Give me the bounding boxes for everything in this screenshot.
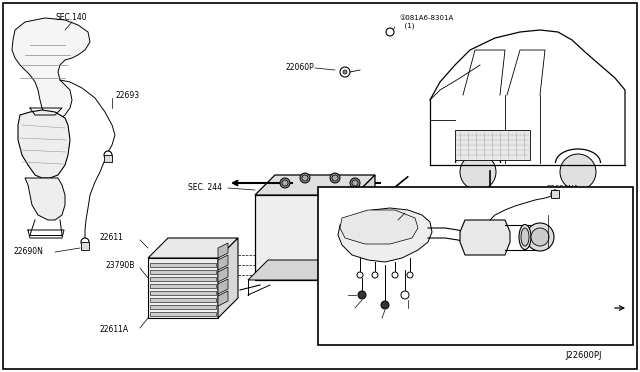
Ellipse shape <box>519 224 531 250</box>
Polygon shape <box>150 284 216 288</box>
Text: 22693: 22693 <box>115 90 139 99</box>
Polygon shape <box>455 130 530 160</box>
Circle shape <box>526 223 554 251</box>
Circle shape <box>407 272 413 278</box>
Text: SEC.140: SEC.140 <box>55 13 86 22</box>
Circle shape <box>104 151 112 159</box>
Circle shape <box>280 178 290 188</box>
Polygon shape <box>255 175 375 195</box>
Circle shape <box>282 180 288 186</box>
Circle shape <box>531 228 549 246</box>
Circle shape <box>460 154 496 190</box>
Text: SEC. 240
(24078): SEC. 240 (24078) <box>322 285 352 299</box>
Polygon shape <box>255 195 355 280</box>
Polygon shape <box>218 255 228 270</box>
Text: J22600PJ: J22600PJ <box>565 350 602 359</box>
Polygon shape <box>12 18 90 120</box>
Circle shape <box>551 190 559 198</box>
Polygon shape <box>150 277 216 281</box>
Circle shape <box>358 291 366 299</box>
Polygon shape <box>81 242 89 250</box>
Circle shape <box>357 272 363 278</box>
Text: 22650B: 22650B <box>370 315 397 321</box>
Polygon shape <box>218 243 228 258</box>
Polygon shape <box>150 305 216 309</box>
Circle shape <box>350 178 360 188</box>
Polygon shape <box>104 155 112 162</box>
Circle shape <box>302 175 308 181</box>
Polygon shape <box>460 220 510 255</box>
Polygon shape <box>150 298 216 302</box>
Circle shape <box>81 238 89 246</box>
Polygon shape <box>218 267 228 282</box>
Polygon shape <box>150 291 216 295</box>
Polygon shape <box>148 258 218 318</box>
Circle shape <box>386 28 394 36</box>
Circle shape <box>343 70 347 74</box>
Circle shape <box>352 180 358 186</box>
Polygon shape <box>218 279 228 294</box>
Polygon shape <box>340 210 418 244</box>
Polygon shape <box>551 190 559 198</box>
Circle shape <box>372 272 378 278</box>
Polygon shape <box>18 110 70 178</box>
Circle shape <box>332 175 338 181</box>
Text: 22690NA: 22690NA <box>547 185 579 191</box>
Circle shape <box>330 173 340 183</box>
Polygon shape <box>150 270 216 274</box>
Polygon shape <box>148 238 238 258</box>
Text: 22611A: 22611A <box>100 326 129 334</box>
Polygon shape <box>150 263 216 267</box>
Polygon shape <box>338 208 432 262</box>
Text: 23790B: 23790B <box>105 260 134 269</box>
Polygon shape <box>25 178 65 220</box>
Ellipse shape <box>521 228 529 246</box>
Text: 22652N: 22652N <box>335 305 362 311</box>
Circle shape <box>381 301 389 309</box>
Polygon shape <box>218 291 228 306</box>
Circle shape <box>392 272 398 278</box>
Text: FRONT: FRONT <box>580 304 609 312</box>
Text: SEC.240
(24217BA): SEC.240 (24217BA) <box>398 200 435 214</box>
Text: SEC. 244: SEC. 244 <box>188 183 222 192</box>
Polygon shape <box>218 238 238 318</box>
Circle shape <box>560 154 596 190</box>
Circle shape <box>300 173 310 183</box>
Text: SEC. 210
(20016): SEC. 210 (20016) <box>553 200 583 214</box>
Polygon shape <box>248 260 378 280</box>
Circle shape <box>401 291 409 299</box>
Circle shape <box>340 67 350 77</box>
Text: 22612A: 22612A <box>405 305 432 311</box>
Polygon shape <box>355 175 375 280</box>
Text: 22060P: 22060P <box>285 64 314 73</box>
Polygon shape <box>150 312 216 316</box>
Text: 22690N: 22690N <box>14 247 44 257</box>
Bar <box>318 187 633 345</box>
Text: ①081A6-8301A
  (1): ①081A6-8301A (1) <box>400 15 454 29</box>
Text: 22611: 22611 <box>100 232 124 241</box>
